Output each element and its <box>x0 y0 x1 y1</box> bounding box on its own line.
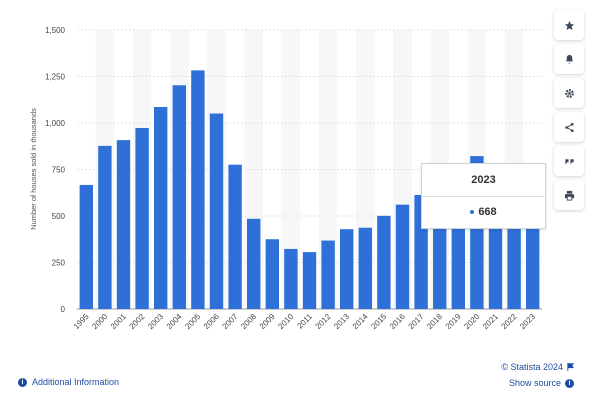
y-tick-label: 1,000 <box>45 119 66 128</box>
info-icon: i <box>565 378 574 388</box>
y-tick-label: 750 <box>52 166 66 175</box>
x-tick-label: 2016 <box>388 312 407 331</box>
bar-2001[interactable] <box>116 140 131 309</box>
star-icon <box>564 20 574 30</box>
chart-tooltip: 2023 668 <box>421 163 546 229</box>
bar-2015[interactable] <box>377 215 391 309</box>
copyright-label: © Statista 2024 <box>501 362 563 372</box>
tooltip-value: 668 <box>478 206 497 218</box>
bar-2003[interactable] <box>154 107 168 309</box>
x-tick-label: 2009 <box>258 312 277 331</box>
x-tick-label: 2013 <box>332 312 351 331</box>
x-tick-label: 2001 <box>109 312 128 331</box>
x-tick-label: 2023 <box>518 312 537 331</box>
bar-2013[interactable] <box>340 229 354 309</box>
bar-1995[interactable] <box>79 184 93 309</box>
y-tick-label: 0 <box>61 305 66 314</box>
bar-2016[interactable] <box>395 204 410 309</box>
bar-2000[interactable] <box>98 145 112 309</box>
notification-button[interactable] <box>554 44 584 74</box>
x-tick-label: 2005 <box>183 312 202 331</box>
bar-2014[interactable] <box>358 227 372 309</box>
bar-2004[interactable] <box>172 85 186 309</box>
bar-2010[interactable] <box>284 248 298 309</box>
bar-2012[interactable] <box>321 240 335 309</box>
x-tick-label: 2006 <box>202 312 221 331</box>
series-dot-icon <box>470 210 475 215</box>
x-tick-label: 2017 <box>407 312 426 331</box>
x-tick-label: 2002 <box>128 312 147 331</box>
bar-2007[interactable] <box>228 164 242 309</box>
print-icon <box>564 190 574 201</box>
info-icon: i <box>18 377 27 387</box>
y-tick-label: 1,250 <box>45 73 66 82</box>
x-tick-label: 2014 <box>351 312 370 331</box>
x-tick-label: 2011 <box>295 312 314 331</box>
x-tick-label: 2018 <box>425 312 444 331</box>
additional-information-link[interactable]: i Additional Information <box>18 377 119 387</box>
show-source-link[interactable]: Show source i <box>509 378 574 388</box>
y-tick-label: 500 <box>52 212 66 221</box>
bar-2011[interactable] <box>302 252 317 309</box>
x-tick-label: 2007 <box>221 312 240 331</box>
share-icon <box>564 122 574 132</box>
x-tick-label: 2022 <box>500 312 519 331</box>
x-tick-label: 2021 <box>481 312 500 331</box>
y-tick-label: 250 <box>52 259 66 268</box>
x-tick-label: 2010 <box>276 312 295 331</box>
x-tick-label: 2003 <box>146 312 165 331</box>
x-tick-label: 2020 <box>462 312 481 331</box>
y-tick-label: 1,500 <box>45 26 66 35</box>
x-tick-label: 1995 <box>72 312 91 331</box>
x-tick-label: 2015 <box>369 312 388 331</box>
gear-icon <box>564 88 574 98</box>
column-band <box>318 30 338 309</box>
x-tick-label: 2000 <box>90 312 109 331</box>
bar-2006[interactable] <box>209 113 224 309</box>
cite-button[interactable] <box>554 146 584 176</box>
bar-2005[interactable] <box>191 70 205 309</box>
print-button[interactable] <box>554 180 584 210</box>
x-tick-label: 2012 <box>314 312 333 331</box>
share-button[interactable] <box>554 112 584 142</box>
flag-icon <box>567 363 574 371</box>
bell-icon <box>565 54 573 64</box>
bar-2002[interactable] <box>135 128 149 309</box>
y-axis-label: Number of houses sold in thousands <box>29 108 38 230</box>
x-tick-label: 2019 <box>444 312 463 331</box>
show-source-label: Show source <box>508 378 561 388</box>
statista-copyright-link[interactable]: © Statista 2024 <box>501 362 574 372</box>
additional-information-label: Additional Information <box>32 377 120 387</box>
tooltip-year: 2023 <box>422 164 545 197</box>
bar-2008[interactable] <box>247 218 261 309</box>
tooltip-value-row: 668 <box>422 197 545 228</box>
bar-2009[interactable] <box>265 239 279 309</box>
x-tick-label: 2004 <box>165 312 184 331</box>
quote-icon <box>564 158 574 164</box>
favorite-button[interactable] <box>554 10 584 40</box>
x-tick-label: 2008 <box>239 312 258 331</box>
settings-button[interactable] <box>554 78 584 108</box>
